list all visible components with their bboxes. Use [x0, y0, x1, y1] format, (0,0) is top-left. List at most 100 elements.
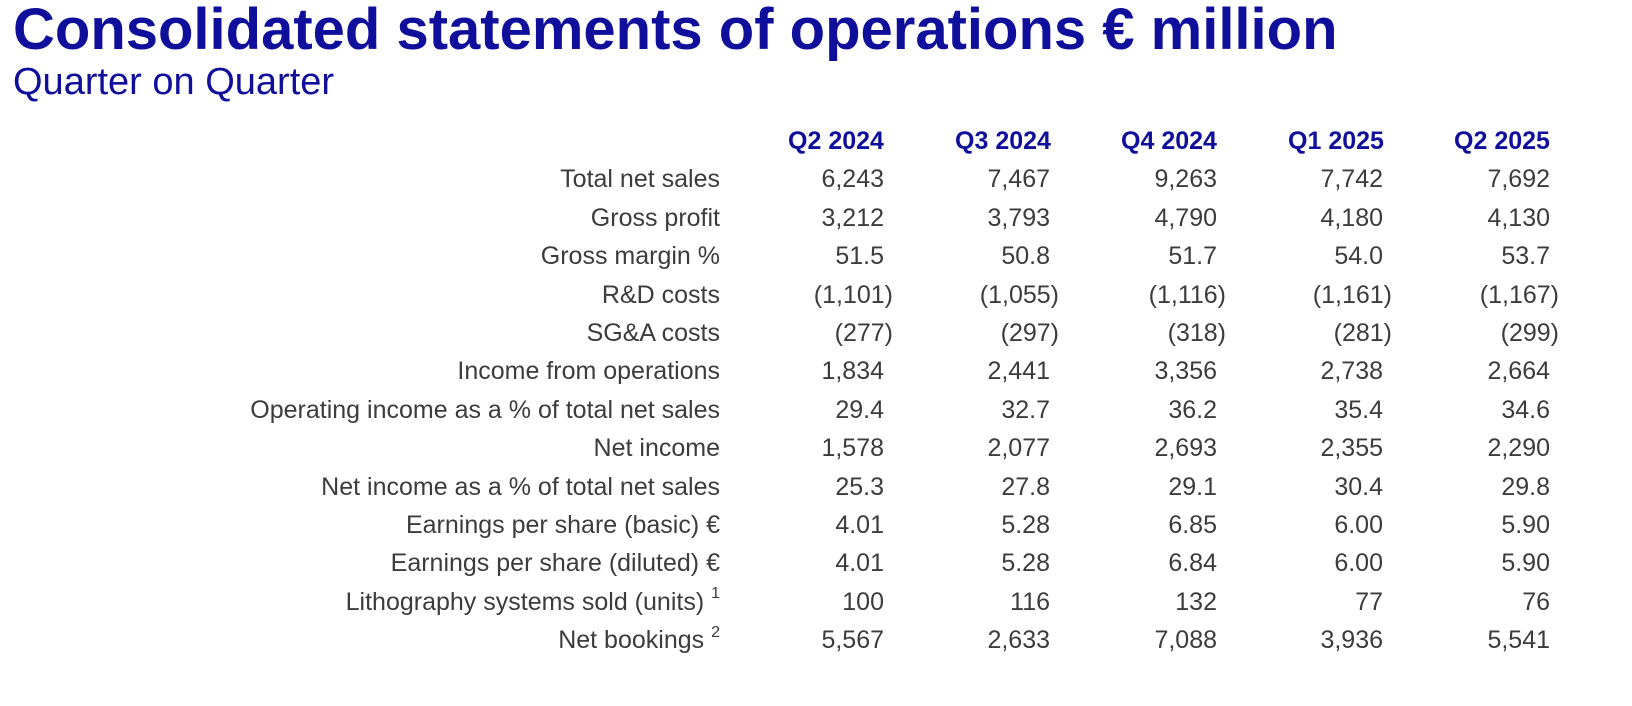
value-cell: 2,441: [987, 357, 1050, 386]
value-cell: (1,167): [1479, 280, 1559, 309]
row-label: Net income: [594, 429, 720, 467]
value-cell: 1,578: [821, 434, 884, 463]
page-subtitle: Quarter on Quarter: [13, 61, 335, 103]
value-cell: 2,077: [987, 434, 1050, 463]
value-cell: 5.28: [1001, 549, 1050, 578]
table-row: Lithography systems sold (units) 1 100 116…: [0, 583, 1632, 621]
value-cell: 6.84: [1168, 549, 1217, 578]
table-row: Net income 1,578 2,077 2,693 2,355 2,290: [0, 429, 1632, 467]
value-cell: 9,263: [1154, 165, 1217, 194]
row-label: Gross profit: [591, 199, 720, 237]
value-cell: 53.7: [1501, 242, 1550, 271]
value-cell: 1,834: [821, 357, 884, 386]
table-body: Total net sales 6,243 7,467 9,263 7,742 7,692…: [0, 160, 1632, 659]
row-label: Net income as a % of total net sales: [321, 468, 720, 506]
value-cell: 4,790: [1154, 203, 1217, 232]
table-row: Net income as a % of total net sales 25.3…: [0, 468, 1632, 506]
row-label-text: SG&A costs: [586, 318, 720, 347]
value-cell: (1,055): [979, 280, 1059, 309]
row-label-text: Net income: [593, 434, 720, 463]
value-cell: 2,693: [1154, 434, 1217, 463]
value-cell: 30.4: [1334, 472, 1383, 501]
value-cell: 4.01: [835, 549, 884, 578]
value-cell: 34.6: [1501, 395, 1550, 424]
table-row: Total net sales 6,243 7,467 9,263 7,742 7,692: [0, 160, 1632, 198]
row-label: SG&A costs: [587, 314, 720, 352]
column-header: Q4 2024: [1121, 127, 1217, 155]
value-cell: (1,161): [1312, 280, 1392, 309]
value-cell: 5.90: [1501, 549, 1550, 578]
column-header: Q2 2024: [788, 127, 884, 155]
table-row: Gross profit 3,212 3,793 4,790 4,180 4,130: [0, 199, 1632, 237]
value-cell: 7,742: [1320, 165, 1383, 194]
value-cell: (297): [1000, 318, 1059, 347]
value-cell: 29.1: [1168, 472, 1217, 501]
value-cell: 6.00: [1334, 510, 1383, 539]
row-label: Earnings per share (basic) €: [406, 506, 720, 544]
value-cell: 2,355: [1320, 434, 1383, 463]
table-row: R&D costs (1,101) (1,055) (1,116) (1,161) (1,…: [0, 276, 1632, 314]
value-cell: 100: [842, 587, 884, 616]
footnote-marker: 2: [711, 623, 720, 641]
row-label: Income from operations: [457, 352, 720, 390]
page-title: Consolidated statements of operations € …: [13, 0, 1338, 62]
column-header: Q2 2025: [1454, 127, 1550, 155]
row-label: Earnings per share (diluted) €: [391, 544, 720, 582]
table-row: Net bookings 2 5,567 2,633 7,088 3,936 5,541: [0, 621, 1632, 659]
table-row: Operating income as a % of total net sal…: [0, 391, 1632, 429]
value-cell: 25.3: [835, 472, 884, 501]
value-cell: 29.4: [835, 395, 884, 424]
table-row: Earnings per share (diluted) € 4.01 5.28 6.…: [0, 544, 1632, 582]
value-cell: 5.28: [1001, 510, 1050, 539]
value-cell: 77: [1355, 587, 1383, 616]
value-cell: 6.00: [1334, 549, 1383, 578]
value-cell: 4.01: [835, 510, 884, 539]
value-cell: 7,088: [1154, 626, 1217, 655]
value-cell: 51.7: [1168, 242, 1217, 271]
value-cell: 7,692: [1487, 165, 1550, 194]
table-header-row: Q2 2024 Q3 2024 Q4 2024 Q1 2025 Q2 2025: [0, 122, 1632, 160]
value-cell: 5,567: [821, 626, 884, 655]
value-cell: 76: [1522, 587, 1550, 616]
footnote-marker: 1: [711, 585, 720, 603]
value-cell: 5.90: [1501, 510, 1550, 539]
row-label-text: Gross margin %: [540, 242, 720, 271]
value-cell: 35.4: [1334, 395, 1383, 424]
value-cell: 3,212: [821, 203, 884, 232]
row-label: Operating income as a % of total net sal…: [250, 391, 720, 429]
value-cell: (318): [1167, 318, 1226, 347]
value-cell: 132: [1175, 587, 1217, 616]
row-label: R&D costs: [602, 276, 720, 314]
column-header: Q3 2024: [955, 127, 1051, 155]
value-cell: 5,541: [1487, 626, 1550, 655]
table-row: Earnings per share (basic) € 4.01 5.28 6.85…: [0, 506, 1632, 544]
value-cell: 2,633: [987, 626, 1050, 655]
row-label: Net bookings 2: [558, 621, 720, 659]
row-label: Gross margin %: [541, 237, 720, 275]
value-cell: 32.7: [1001, 395, 1050, 424]
value-cell: 7,467: [987, 165, 1050, 194]
table-row: Income from operations 1,834 2,441 3,356 2,7…: [0, 352, 1632, 390]
row-label-text: Net income as a % of total net sales: [321, 472, 720, 501]
row-label-text: Gross profit: [590, 203, 720, 232]
row-label-text: Operating income as a % of total net sal…: [250, 395, 720, 424]
value-cell: 4,130: [1487, 203, 1550, 232]
value-cell: 6,243: [821, 165, 884, 194]
value-cell: 54.0: [1334, 242, 1383, 271]
value-cell: 2,738: [1320, 357, 1383, 386]
value-cell: (281): [1333, 318, 1392, 347]
row-label-text: R&D costs: [601, 280, 720, 309]
value-cell: (1,116): [1148, 280, 1226, 309]
row-label-text: Earnings per share (diluted) €: [390, 549, 720, 578]
row-label: Total net sales: [560, 160, 720, 198]
value-cell: 6.85: [1168, 510, 1217, 539]
value-cell: 51.5: [835, 242, 884, 271]
value-cell: (277): [834, 318, 893, 347]
row-label-text: Income from operations: [457, 357, 720, 386]
row-label-text: Net bookings: [558, 626, 705, 655]
value-cell: 2,664: [1487, 357, 1550, 386]
statement-table: Q2 2024 Q3 2024 Q4 2024 Q1 2025 Q2 2025 …: [0, 122, 1632, 659]
value-cell: 116: [1010, 587, 1050, 616]
value-cell: 3,356: [1154, 357, 1217, 386]
row-label: Lithography systems sold (units) 1: [346, 583, 720, 621]
